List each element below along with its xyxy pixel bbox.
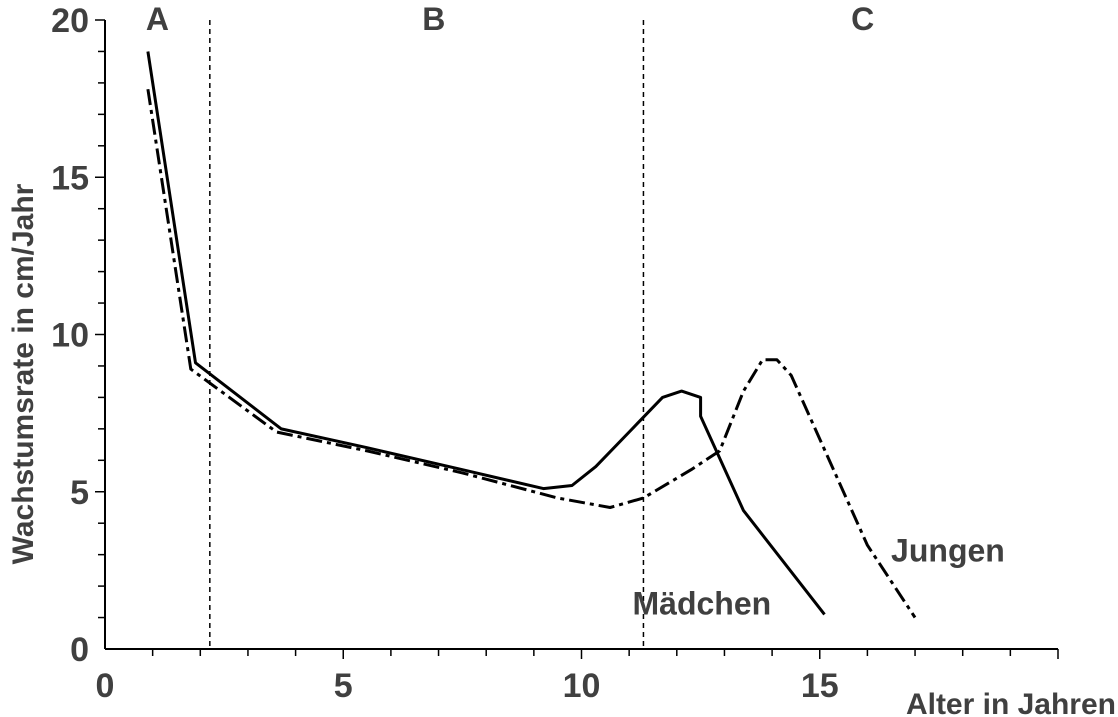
y-tick-label: 20 (51, 2, 89, 40)
y-tick-label: 10 (51, 317, 89, 355)
series-label: Jungen (891, 533, 1005, 569)
x-axis-title: Alter in Jahren (906, 688, 1116, 717)
series-line (146, 88, 917, 619)
region-boundaries: A B C (146, 1, 874, 649)
y-axis-title: Wachstumsrate in cm/Jahr (7, 183, 40, 564)
axes: 0 5 10 15 0 5 10 15 20 (51, 2, 1059, 705)
series-label: Mädchen (633, 585, 772, 621)
series-line (146, 51, 826, 616)
series-layer: Mädchen Jungen (146, 51, 1005, 621)
y-tick-label: 0 (70, 631, 89, 669)
y-tick-label: 15 (51, 159, 89, 197)
x-tick-label: 5 (334, 667, 353, 705)
x-tick-label: 10 (563, 667, 601, 705)
x-tick-label: 0 (96, 667, 115, 705)
region-label: A (146, 1, 169, 37)
region-label: C (851, 1, 874, 37)
x-tick-label: 15 (801, 667, 839, 705)
labels-layer: Alter in Jahren Wachstumsrate in cm/Jahr (7, 183, 1116, 717)
y-tick-label: 5 (70, 474, 89, 512)
region-label: B (422, 1, 445, 37)
